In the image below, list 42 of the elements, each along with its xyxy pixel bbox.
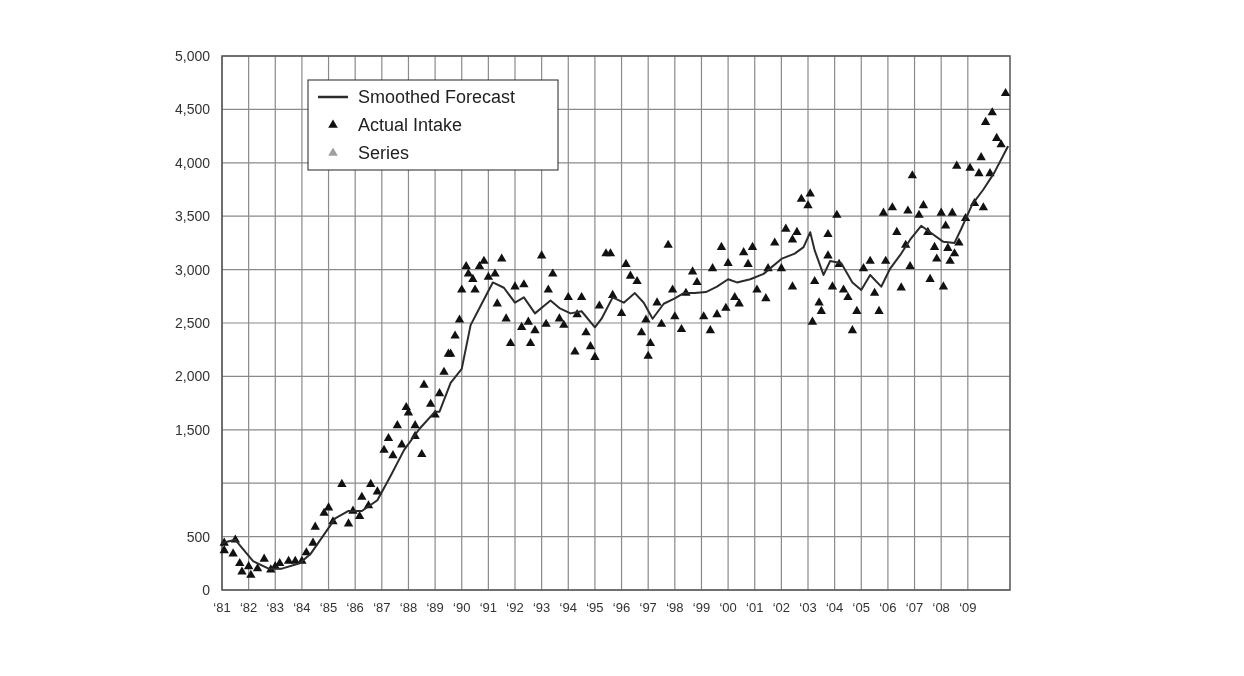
y-tick-label: 2,000 — [174, 368, 211, 385]
x-tick-label: ‘91 — [479, 600, 498, 615]
x-tick-label: ‘08 — [932, 600, 950, 615]
y-tick-label: 500 — [186, 528, 211, 545]
x-tick-label: ‘06 — [879, 600, 897, 615]
x-tick-label: ‘89 — [426, 600, 444, 615]
x-tick-label: ‘88 — [399, 600, 418, 615]
x-tick-label: ‘09 — [959, 600, 977, 615]
x-tick-label: ‘95 — [586, 600, 604, 615]
x-tick-label: ‘98 — [666, 600, 684, 615]
x-tick-label: ‘92 — [506, 600, 524, 615]
legend-label: Series — [358, 143, 410, 164]
x-tick-label: ‘04 — [825, 600, 844, 615]
x-tick-label: ‘96 — [612, 600, 631, 615]
x-tick-label: ‘84 — [293, 600, 311, 615]
x-tick-label: ‘81 — [213, 600, 231, 615]
y-tick-label: 4,000 — [174, 154, 211, 171]
x-tick-label: ‘97 — [639, 600, 657, 615]
x-tick-label: ‘99 — [692, 600, 711, 615]
x-tick-label: ‘02 — [772, 600, 791, 615]
x-tick-label: ‘03 — [799, 600, 817, 615]
x-tick-label: ‘00 — [719, 600, 737, 615]
x-tick-label: ‘05 — [852, 600, 870, 615]
x-tick-label: ‘85 — [319, 600, 338, 615]
y-tick-label: 2,500 — [174, 314, 211, 331]
x-tick-label: ‘83 — [266, 600, 284, 615]
y-tick-label: 3,500 — [174, 208, 211, 225]
x-tick-label: ‘87 — [373, 600, 391, 615]
y-tick-label: 5,000 — [174, 47, 211, 64]
y-tick-label: 4,500 — [174, 101, 211, 118]
legend-label: Smoothed Forecast — [358, 87, 516, 108]
y-tick-label: 1,500 — [174, 421, 211, 438]
x-tick-label: ‘86 — [346, 600, 364, 615]
x-tick-label: ‘93 — [532, 600, 551, 615]
legend-label: Actual Intake — [358, 115, 463, 136]
x-tick-label: ‘01 — [746, 600, 764, 615]
y-tick-label: 0 — [202, 581, 211, 598]
x-tick-label: ‘07 — [905, 600, 924, 615]
x-tick-label: ‘94 — [559, 600, 577, 615]
y-tick-label: 3,000 — [174, 261, 211, 278]
x-tick-label: ‘90 — [453, 600, 471, 615]
x-tick-label: ‘82 — [239, 600, 258, 615]
